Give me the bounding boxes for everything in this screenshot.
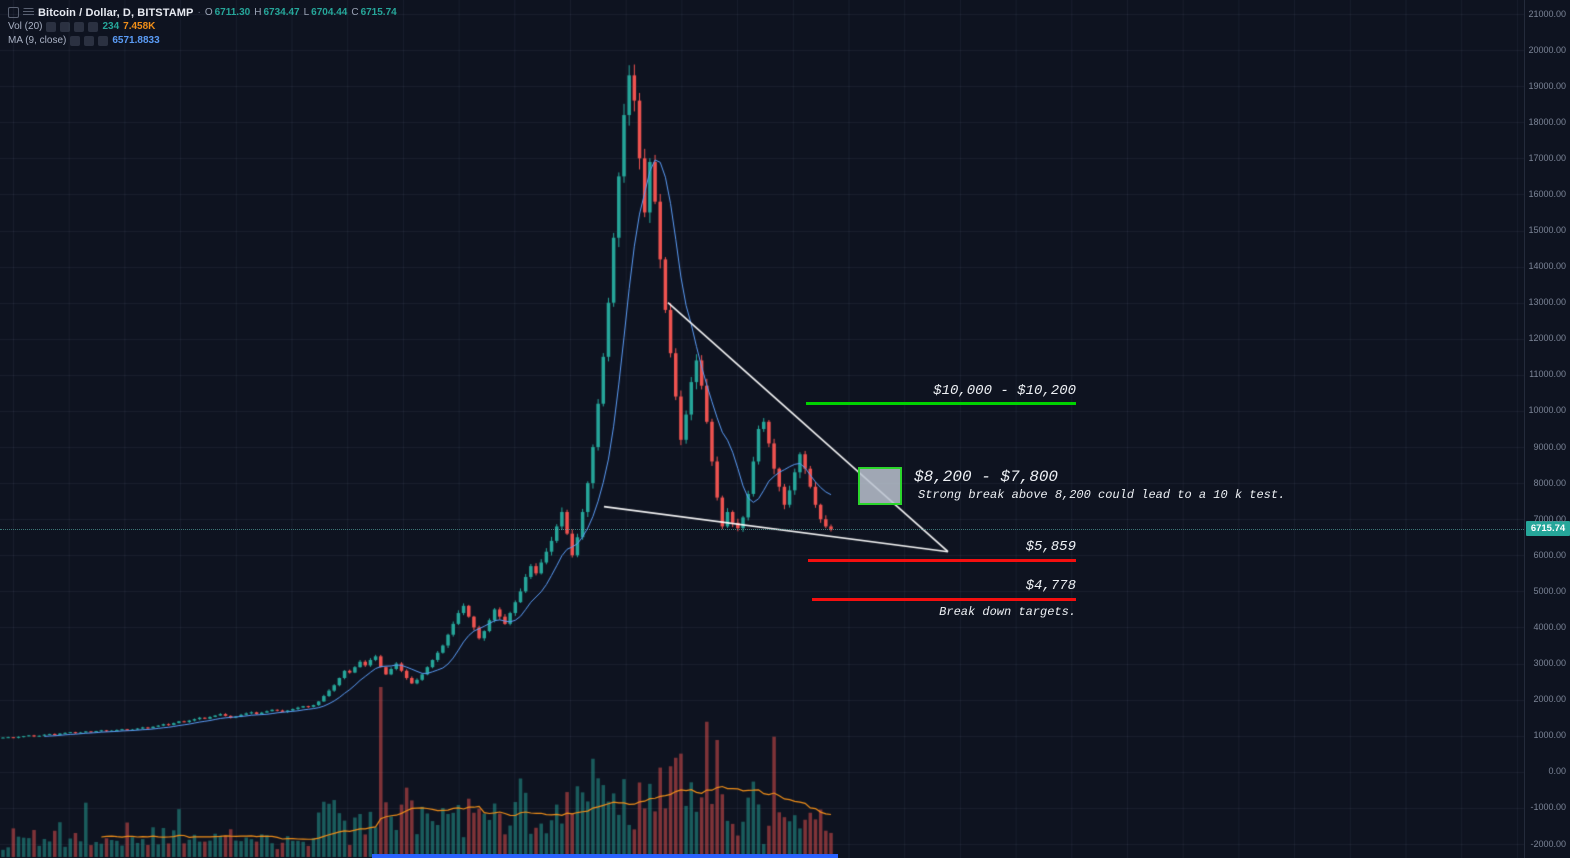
current-price-tag[interactable]: 6715.74	[1526, 521, 1570, 537]
price-axis-label: 0.00	[1548, 766, 1566, 777]
price-axis-label: 14000.00	[1528, 261, 1566, 272]
timeline-selection-bar[interactable]	[372, 854, 838, 858]
volume-indicator-row[interactable]: Vol (20) 234 7.458K	[8, 20, 397, 33]
more-icon[interactable]	[98, 35, 109, 46]
support-level-line-5859[interactable]	[808, 558, 1076, 562]
price-axis-label: 16000.00	[1528, 188, 1566, 199]
price-axis-label: 17000.00	[1528, 152, 1566, 163]
current-price-line	[0, 529, 1524, 531]
support-level-label-4778: $4,778	[1025, 578, 1076, 595]
symbol-legend-row[interactable]: Bitcoin / Dollar, D, BITSTAMP · O 6711.3…	[8, 6, 397, 19]
price-axis-label: 5000.00	[1533, 585, 1566, 596]
price-axis-label: 18000.00	[1528, 116, 1566, 127]
price-axis-label: 2000.00	[1533, 694, 1566, 705]
price-axis-label: 1000.00	[1533, 730, 1566, 741]
price-axis-label: 3000.00	[1533, 658, 1566, 669]
price-axis[interactable]: 6715.74 21000.00 20000.00 19000.00 18000.00…	[1524, 0, 1570, 858]
price-axis-label: 13000.00	[1528, 297, 1566, 308]
breakdown-targets-note: Break down targets.	[939, 605, 1076, 620]
price-axis-label: 21000.00	[1528, 8, 1566, 19]
price-axis-label: 12000.00	[1528, 333, 1566, 344]
delete-icon[interactable]	[74, 21, 85, 32]
price-axis-label: 8000.00	[1533, 477, 1566, 488]
chart-legend: Bitcoin / Dollar, D, BITSTAMP · O 6711.3…	[8, 6, 397, 47]
price-axis-label: 15000.00	[1528, 225, 1566, 236]
ma-indicator-name[interactable]: MA (9, close)	[8, 35, 67, 46]
price-axis-label: 11000.00	[1529, 369, 1566, 380]
symbol-title[interactable]: Bitcoin / Dollar, D, BITSTAMP	[38, 6, 194, 19]
price-axis-label: -2000.00	[1530, 838, 1566, 849]
visibility-icon[interactable]	[46, 21, 57, 32]
price-axis-label: 4000.00	[1533, 621, 1566, 632]
settings-icon[interactable]	[60, 21, 71, 32]
legend-toggle-icon[interactable]	[8, 7, 19, 18]
ma-indicator-row[interactable]: MA (9, close) 6571.8833	[8, 34, 397, 47]
resistance-level-line[interactable]	[806, 402, 1076, 406]
volume-ma-value: 7.458K	[123, 21, 156, 32]
ohlc-low: L 6704.44	[303, 7, 348, 18]
price-axis-label: 6000.00	[1533, 549, 1566, 560]
ohlc-open: O 6711.30	[204, 7, 251, 18]
current-price-value: 6715.74	[1530, 523, 1566, 535]
more-icon[interactable]	[88, 21, 99, 32]
support-level-label-5859: $5,859	[1025, 539, 1076, 556]
target-zone-label: $8,200 - $7,800	[914, 467, 1059, 486]
price-axis-label: 10000.00	[1528, 405, 1566, 416]
price-axis-label: 19000.00	[1528, 80, 1566, 91]
price-axis-label: 20000.00	[1528, 44, 1566, 55]
settings-icon[interactable]	[84, 35, 95, 46]
price-axis-label: 7000.00	[1533, 513, 1566, 524]
target-zone-box[interactable]	[858, 466, 902, 505]
visibility-icon[interactable]	[70, 35, 81, 46]
legend-separator: ·	[197, 7, 201, 18]
volume-value: 234	[102, 21, 120, 32]
chart-series-icon[interactable]	[23, 8, 34, 17]
resistance-level-label: $10,000 - $10,200	[933, 382, 1076, 399]
support-level-line-4778[interactable]	[812, 597, 1076, 601]
ohlc-high: H 6734.47	[254, 7, 300, 18]
ma-value: 6571.8833	[112, 35, 160, 46]
price-axis-label: -1000.00	[1530, 802, 1566, 813]
target-zone-note: Strong break above 8,200 could lead to a…	[918, 487, 1286, 502]
price-axis-label: 9000.00	[1533, 441, 1566, 452]
volume-indicator-name[interactable]: Vol (20)	[8, 21, 43, 32]
price-chart-canvas[interactable]	[0, 0, 1524, 858]
ohlc-close: C 6715.74	[351, 7, 397, 18]
